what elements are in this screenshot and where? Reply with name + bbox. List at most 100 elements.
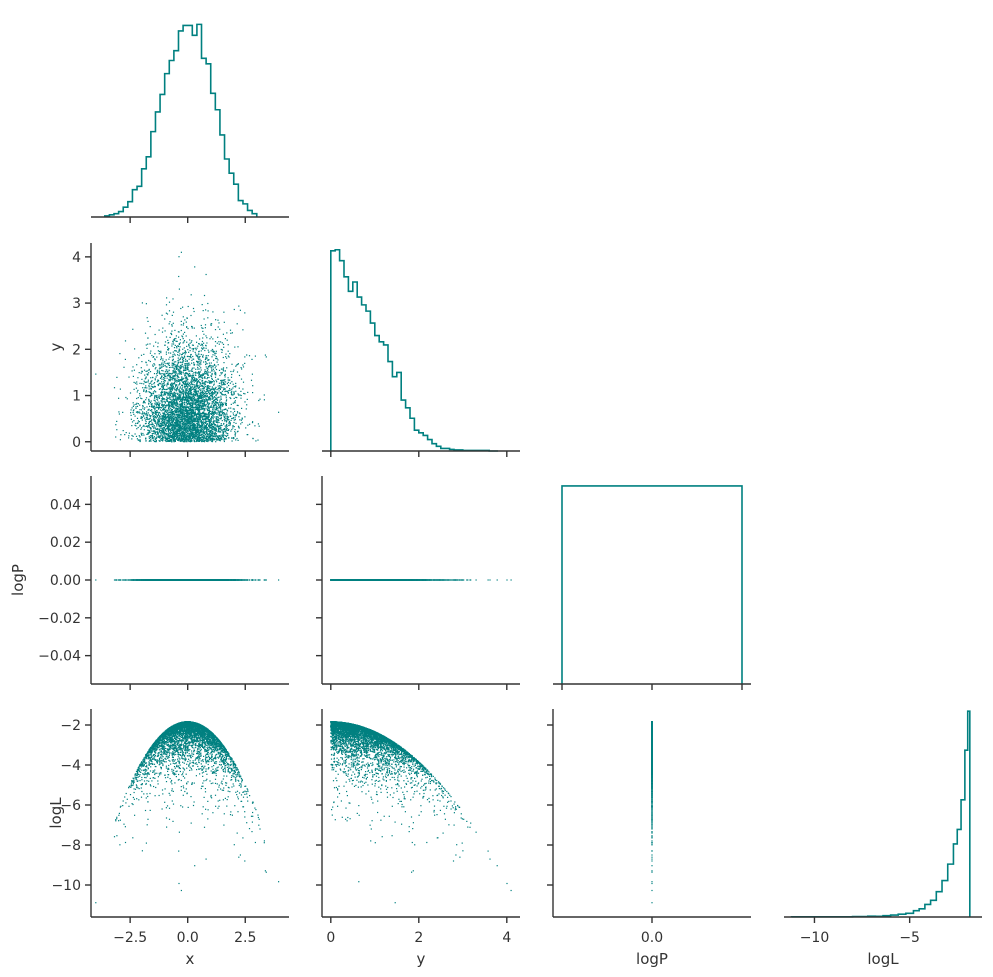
scatter-point [228, 389, 230, 392]
scatter-point [197, 428, 199, 430]
scatter-point [206, 429, 208, 432]
scatter-point [195, 438, 197, 440]
scatter-point [157, 411, 159, 413]
scatter-point [218, 411, 220, 413]
scatter-point [190, 370, 192, 372]
scatter-point [159, 440, 161, 442]
scatter-point [193, 426, 195, 428]
scatter-point [183, 393, 185, 395]
scatter-point [173, 343, 175, 345]
scatter-point [198, 427, 200, 429]
scatter-point [204, 400, 206, 402]
scatter-point [192, 416, 194, 418]
scatter-point [168, 364, 170, 366]
scatter-point [178, 331, 180, 333]
scatter-point [206, 427, 208, 429]
scatter-point [188, 440, 190, 443]
scatter-point [169, 434, 171, 436]
scatter-point [200, 434, 202, 436]
scatter-point [227, 416, 230, 418]
scatter-point [210, 427, 212, 429]
scatter-point [148, 422, 150, 424]
scatter-point [224, 370, 226, 372]
scatter-point [176, 428, 178, 430]
scatter-point [175, 400, 177, 402]
scatter-point [173, 413, 175, 415]
scatter-point [216, 418, 218, 420]
scatter-point [170, 375, 172, 377]
scatter-point [161, 434, 163, 436]
scatter-point [209, 402, 211, 404]
scatter-point [180, 423, 182, 425]
scatter-point [196, 408, 198, 410]
scatter-point [211, 393, 213, 395]
scatter-point [190, 439, 193, 441]
scatter-point [115, 424, 117, 426]
scatter-point [179, 425, 181, 427]
scatter-point [223, 423, 225, 425]
scatter-point [242, 381, 245, 383]
scatter-point [140, 432, 142, 434]
scatter-point [151, 436, 153, 438]
scatter-point [173, 431, 175, 433]
scatter-point [153, 432, 155, 434]
scatter-point [164, 409, 166, 411]
scatter-point [176, 415, 178, 417]
scatter-point [226, 399, 228, 401]
scatter-point [217, 417, 219, 419]
scatter-point [163, 420, 165, 422]
scatter-point [178, 351, 180, 353]
scatter-point [172, 399, 174, 401]
scatter-point [133, 404, 135, 406]
scatter-point [197, 387, 199, 389]
scatter-point [189, 440, 191, 442]
scatter-point [240, 367, 242, 369]
scatter-point [196, 422, 198, 424]
scatter-point [187, 413, 189, 415]
scatter-point [220, 372, 222, 374]
scatter-point [219, 435, 221, 437]
scatter-point [212, 388, 214, 390]
scatter-point [166, 404, 168, 406]
scatter-point [168, 435, 170, 438]
scatter-point [222, 370, 224, 372]
scatter-point [163, 381, 165, 383]
scatter-point [141, 302, 143, 304]
scatter-point [200, 413, 202, 415]
scatter-point [120, 434, 122, 436]
scatter-point [175, 385, 177, 387]
scatter-point [211, 434, 213, 436]
scatter-point [149, 382, 152, 384]
scatter-point [189, 392, 191, 394]
scatter-point [191, 370, 193, 372]
scatter-point [143, 424, 145, 426]
scatter-point [196, 435, 198, 437]
scatter-point [169, 412, 171, 414]
scatter-point [179, 383, 181, 385]
scatter-point [170, 439, 172, 441]
scatter-point [179, 366, 181, 368]
scatter-point [201, 428, 203, 430]
scatter-point [156, 431, 159, 433]
scatter-point [202, 377, 204, 379]
scatter-point [188, 406, 190, 408]
scatter-point [182, 348, 184, 350]
scatter-point [166, 400, 169, 403]
scatter-point [192, 393, 194, 395]
scatter-point [171, 330, 173, 332]
scatter-point [174, 403, 176, 405]
scatter-point [195, 424, 197, 426]
scatter-point [226, 339, 228, 341]
scatter-point [165, 312, 167, 314]
scatter-point [220, 423, 222, 425]
scatter-point [199, 409, 201, 411]
scatter-point [149, 420, 151, 422]
scatter-point [158, 428, 160, 430]
scatter-point [171, 394, 173, 396]
scatter-point [211, 413, 213, 416]
scatter-point [182, 390, 184, 392]
scatter-point [215, 386, 217, 388]
scatter-point [141, 419, 143, 421]
scatter-point [155, 405, 158, 407]
scatter-point [131, 407, 133, 409]
